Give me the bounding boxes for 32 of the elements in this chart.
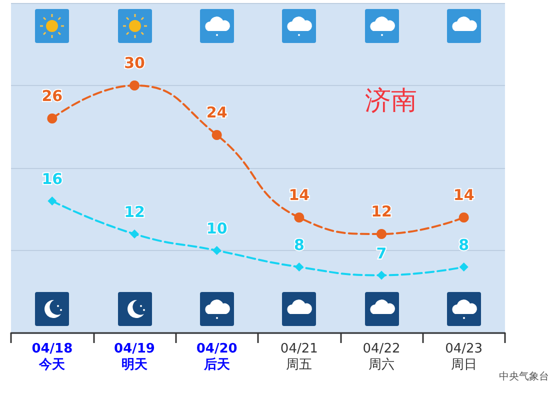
data-label: 12 bbox=[124, 203, 145, 221]
point bbox=[459, 262, 468, 272]
data-label: 12 bbox=[371, 202, 392, 220]
x-tick-label: 04/23 周日 bbox=[445, 342, 483, 372]
point bbox=[212, 246, 222, 255]
data-label: 10 bbox=[206, 220, 228, 238]
point bbox=[376, 229, 386, 239]
point bbox=[377, 270, 386, 280]
data-label: 24 bbox=[206, 104, 228, 122]
data-label: 8 bbox=[458, 236, 470, 254]
x-tick-label: 04/21 周五 bbox=[280, 342, 318, 372]
point bbox=[294, 262, 304, 272]
point bbox=[130, 80, 140, 90]
data-label: 26 bbox=[42, 87, 63, 105]
data-label: 14 bbox=[453, 186, 474, 204]
x-tick-label: 04/18 今天 bbox=[32, 342, 73, 372]
data-label: 30 bbox=[124, 54, 145, 72]
point bbox=[294, 212, 304, 222]
point bbox=[458, 212, 469, 222]
annotation: 济南 bbox=[365, 86, 417, 116]
data-label: 7 bbox=[376, 244, 387, 262]
data-label: 14 bbox=[288, 186, 310, 204]
point bbox=[130, 230, 139, 238]
point bbox=[212, 130, 222, 140]
text: 中央气象台 bbox=[499, 370, 549, 382]
point bbox=[47, 114, 58, 124]
x-tick-label: 04/19 明天 bbox=[114, 342, 155, 372]
data-label: 8 bbox=[294, 236, 304, 254]
x-tick-label: 04/22 周六 bbox=[362, 342, 400, 372]
point bbox=[48, 196, 57, 206]
x-tick-label: 04/20 后天 bbox=[196, 342, 238, 372]
data-label: 16 bbox=[42, 170, 63, 188]
